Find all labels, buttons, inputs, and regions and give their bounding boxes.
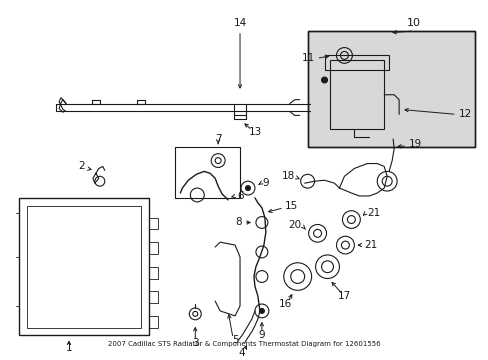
Text: 10: 10 [406,18,420,28]
Text: 21: 21 [364,240,377,250]
Text: 16: 16 [279,299,292,309]
Text: 20: 20 [288,220,301,230]
Text: 4: 4 [238,348,245,358]
Text: 11: 11 [301,53,314,63]
Text: 1: 1 [65,343,72,353]
Bar [27,206,141,328]
Bar [324,55,388,70]
Text: 2: 2 [78,162,85,171]
Text: 7: 7 [214,134,221,144]
Circle shape [245,186,250,190]
Circle shape [321,77,327,83]
Text: 21: 21 [366,208,380,218]
Bar [148,267,158,279]
Text: 9: 9 [258,330,264,341]
Text: 8: 8 [235,217,242,228]
Bar [19,198,148,336]
Text: 12: 12 [458,109,471,120]
Text: 14: 14 [233,18,246,28]
Bar [307,31,474,147]
Text: 6: 6 [237,191,243,201]
Bar [148,316,158,328]
Text: 5: 5 [231,336,238,345]
Text: 3: 3 [192,338,198,348]
Text: 15: 15 [284,201,297,211]
Text: 9: 9 [262,178,268,188]
Bar [329,60,384,129]
Bar [148,291,158,303]
Bar [175,147,240,198]
Text: 19: 19 [408,139,422,149]
Bar [148,242,158,254]
Circle shape [259,309,264,314]
Bar [148,217,158,229]
Bar [307,31,474,147]
Text: 17: 17 [337,291,350,301]
Text: 13: 13 [248,127,261,137]
Text: 2007 Cadillac STS Radiator & Components Thermostat Diagram for 12601556: 2007 Cadillac STS Radiator & Components … [108,341,380,347]
Text: 18: 18 [281,171,294,181]
